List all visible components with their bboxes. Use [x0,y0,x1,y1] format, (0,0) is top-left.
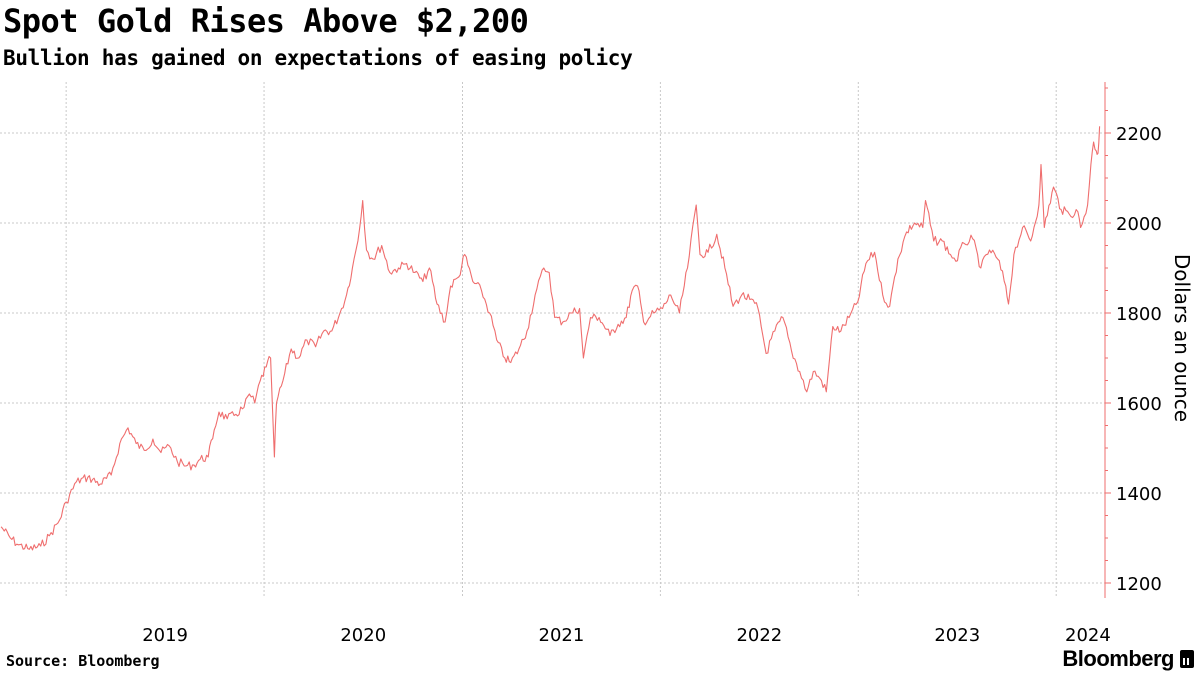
series-line-group [0,126,1101,551]
chart-subtitle: Bullion has gained on expectations of ea… [3,46,633,70]
source-note: Source: Bloomberg [6,652,160,670]
chart-title: Spot Gold Rises Above $2,200 [3,2,529,40]
grid [0,82,1105,598]
bloomberg-logo: Bloomberg [1062,646,1194,672]
x-tick-label-2021: 2021 [539,625,585,646]
x-tick-label-2020: 2020 [340,625,386,646]
y-axis-label: Dollars an ounce [1170,254,1194,422]
x-tick-label-2024: 2024 [1065,625,1111,646]
y-axis: 1200 1400 1600 1800 2000 2200 [1104,82,1162,598]
y-tick-label-1400: 1400 [1116,484,1162,505]
y-tick-label-2200: 2200 [1116,124,1162,145]
x-tick-label-2019: 2019 [142,625,188,646]
y-tick-label-1200: 1200 [1116,574,1162,595]
x-axis: 2019 2020 2021 2022 2023 2024 [142,625,1111,646]
y-tick-label-1600: 1600 [1116,394,1162,415]
series-line-0 [0,126,1101,551]
y-tick-label-2000: 2000 [1116,214,1162,235]
x-tick-label-2022: 2022 [736,625,782,646]
logo-text: Bloomberg [1062,646,1174,671]
bloomberg-mark-icon [1180,650,1194,668]
y-tick-label-1800: 1800 [1116,304,1162,325]
x-tick-label-2023: 2023 [934,625,980,646]
